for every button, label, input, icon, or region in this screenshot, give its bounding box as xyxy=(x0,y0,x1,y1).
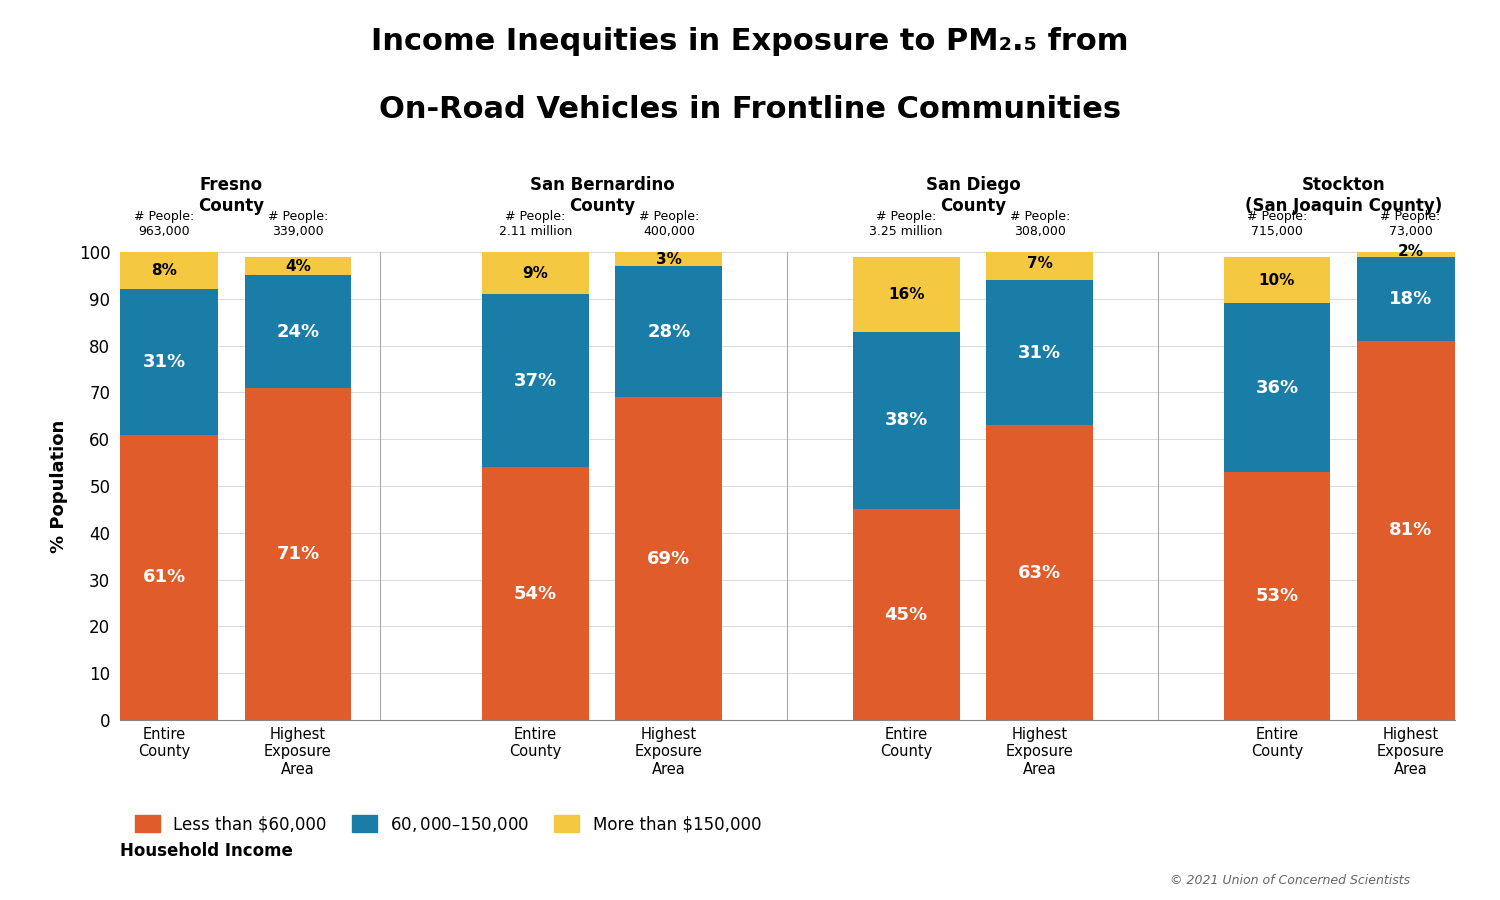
Text: 61%: 61% xyxy=(142,568,186,586)
Bar xyxy=(111,435,218,720)
Bar xyxy=(482,252,588,294)
Text: # People:
73,000: # People: 73,000 xyxy=(1380,210,1440,238)
Text: 4%: 4% xyxy=(285,258,310,274)
Text: 38%: 38% xyxy=(885,411,928,429)
Bar xyxy=(244,275,351,388)
Bar xyxy=(111,290,218,435)
Bar xyxy=(615,252,722,266)
Text: 71%: 71% xyxy=(276,544,320,562)
Text: 18%: 18% xyxy=(1389,290,1432,308)
Text: 53%: 53% xyxy=(1256,587,1299,605)
Bar xyxy=(1224,256,1330,303)
Bar xyxy=(482,294,588,467)
Text: San Bernardino
County: San Bernardino County xyxy=(530,176,675,214)
Text: Fresno
County: Fresno County xyxy=(198,176,264,214)
Text: 24%: 24% xyxy=(276,322,320,340)
Bar xyxy=(1224,303,1330,472)
Bar xyxy=(1224,472,1330,720)
Text: 2%: 2% xyxy=(1398,245,1423,259)
Text: 81%: 81% xyxy=(1389,521,1432,539)
Bar xyxy=(853,256,960,331)
Text: 63%: 63% xyxy=(1019,563,1060,581)
Bar xyxy=(987,280,1094,425)
Bar xyxy=(1358,256,1464,341)
Bar xyxy=(615,397,722,720)
Text: # People:
400,000: # People: 400,000 xyxy=(639,210,699,238)
Bar xyxy=(111,252,218,290)
Text: Stockton
(San Joaquin County): Stockton (San Joaquin County) xyxy=(1245,176,1443,214)
Text: 69%: 69% xyxy=(648,550,690,568)
Text: 3%: 3% xyxy=(656,251,682,266)
Text: On-Road Vehicles in Frontline Communities: On-Road Vehicles in Frontline Communitie… xyxy=(380,94,1120,123)
Bar xyxy=(987,425,1094,720)
Legend: Less than $60,000, $60,000–$150,000, More than $150,000: Less than $60,000, $60,000–$150,000, Mor… xyxy=(129,808,768,841)
Bar xyxy=(853,331,960,509)
Text: 54%: 54% xyxy=(514,585,556,603)
Text: Income Inequities in Exposure to PM₂.₅ from: Income Inequities in Exposure to PM₂.₅ f… xyxy=(372,27,1128,56)
Text: © 2021 Union of Concerned Scientists: © 2021 Union of Concerned Scientists xyxy=(1170,874,1410,886)
Bar xyxy=(1358,248,1464,256)
Text: 31%: 31% xyxy=(1019,344,1060,362)
Text: 7%: 7% xyxy=(1026,256,1053,271)
Text: 9%: 9% xyxy=(522,266,549,281)
Text: # People:
963,000: # People: 963,000 xyxy=(135,210,195,238)
Text: 8%: 8% xyxy=(152,263,177,278)
Text: 10%: 10% xyxy=(1258,273,1294,288)
Bar xyxy=(853,509,960,720)
Text: 45%: 45% xyxy=(885,606,927,624)
Text: # People:
339,000: # People: 339,000 xyxy=(268,210,328,238)
Text: 36%: 36% xyxy=(1256,379,1299,397)
Text: # People:
3.25 million: # People: 3.25 million xyxy=(870,210,944,238)
Text: # People:
715,000: # People: 715,000 xyxy=(1246,210,1306,238)
Text: 16%: 16% xyxy=(888,286,924,302)
Text: 37%: 37% xyxy=(514,372,556,390)
Bar xyxy=(615,266,722,397)
Bar xyxy=(244,256,351,275)
Text: # People:
2.11 million: # People: 2.11 million xyxy=(498,210,572,238)
Text: Household Income: Household Income xyxy=(120,842,292,859)
Bar xyxy=(1358,341,1464,720)
Bar xyxy=(244,388,351,720)
Bar xyxy=(482,467,588,720)
Text: # People:
308,000: # People: 308,000 xyxy=(1010,210,1070,238)
Text: 28%: 28% xyxy=(646,322,690,340)
Text: 31%: 31% xyxy=(142,353,186,371)
Text: San Diego
County: San Diego County xyxy=(926,176,1020,214)
Bar xyxy=(987,248,1094,280)
Y-axis label: % Population: % Population xyxy=(50,419,68,553)
